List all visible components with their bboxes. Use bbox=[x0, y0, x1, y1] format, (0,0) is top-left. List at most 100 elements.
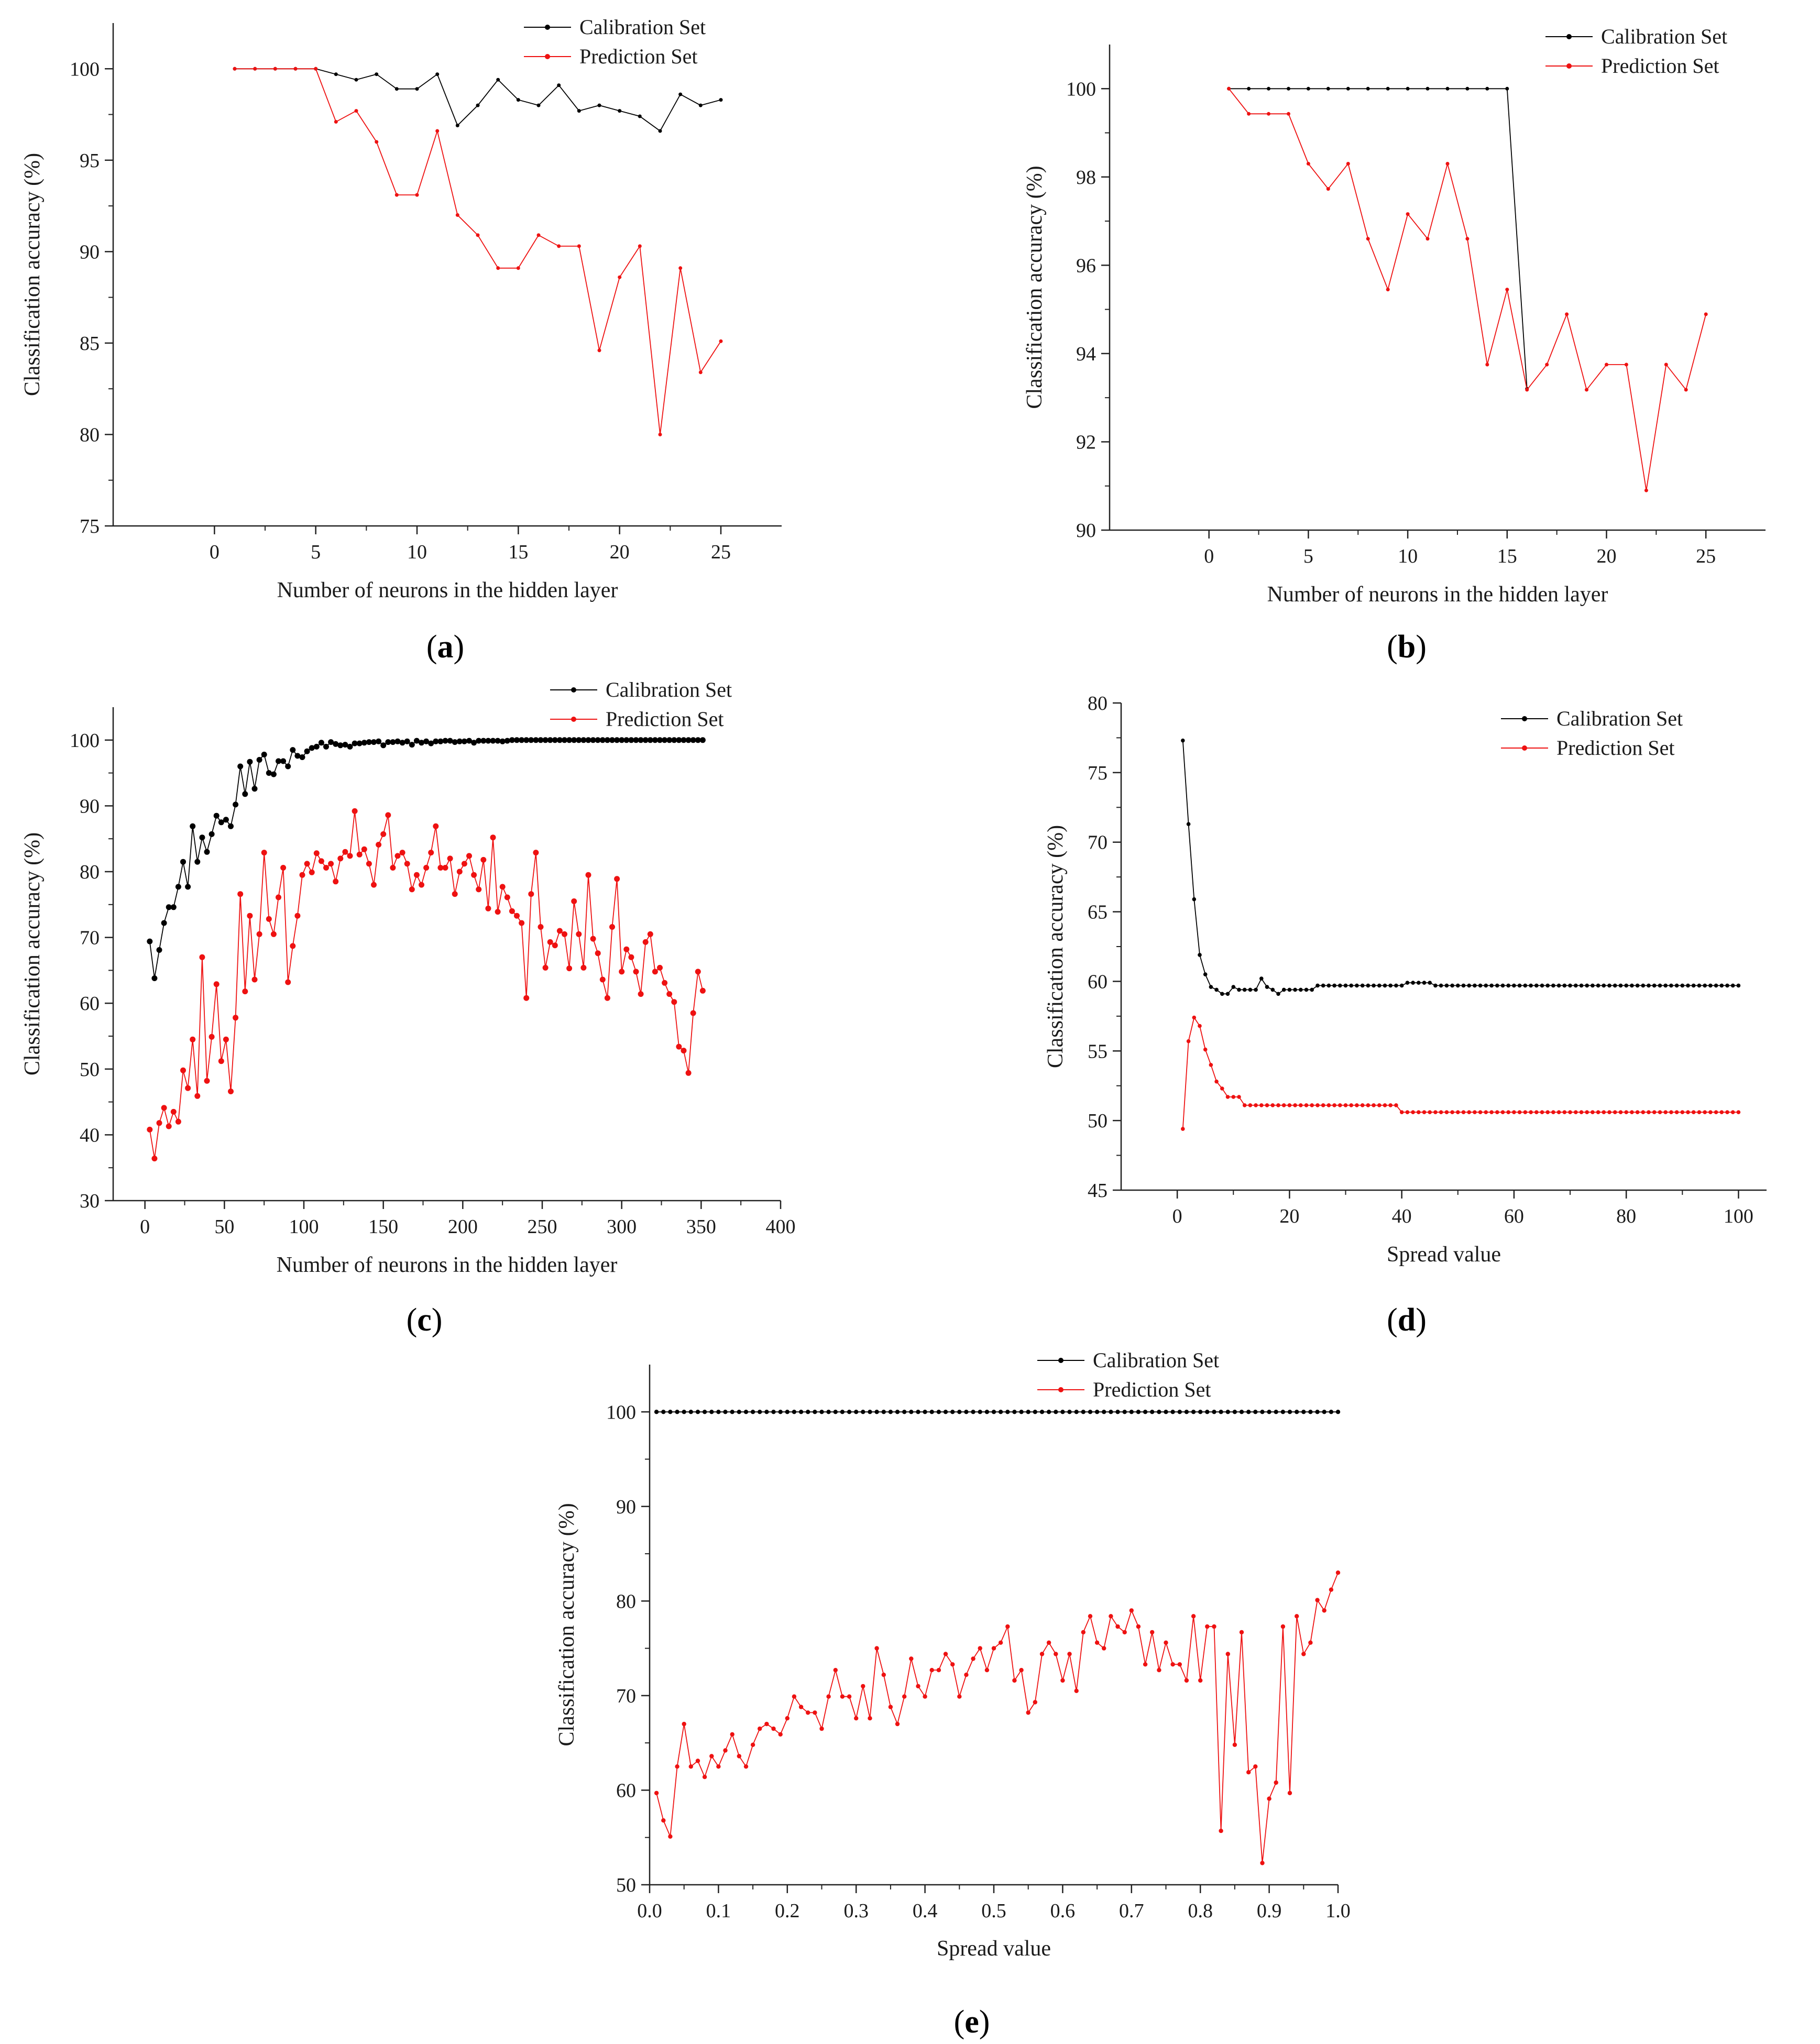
data-point bbox=[895, 1721, 900, 1727]
data-point bbox=[719, 339, 723, 343]
data-point bbox=[352, 740, 358, 746]
data-point bbox=[1360, 983, 1365, 988]
panel-label-paren-open: ( bbox=[407, 1302, 418, 1338]
x-tick-label: 0 bbox=[1172, 1205, 1182, 1227]
y-tick-label: 95 bbox=[80, 150, 100, 172]
data-point bbox=[647, 737, 653, 743]
data-point bbox=[657, 964, 663, 971]
data-point bbox=[614, 876, 620, 882]
data-point bbox=[1635, 1110, 1640, 1114]
data-point bbox=[337, 855, 344, 862]
data-point bbox=[576, 931, 582, 937]
x-tick-label: 0.5 bbox=[981, 1900, 1006, 1922]
data-point bbox=[599, 976, 606, 983]
data-point bbox=[1170, 1410, 1175, 1414]
legend: Calibration Set Prediction Set bbox=[1037, 1348, 1219, 1401]
data-point bbox=[1686, 983, 1690, 988]
data-point bbox=[654, 1790, 659, 1796]
data-point bbox=[423, 738, 430, 744]
data-point bbox=[1329, 1410, 1334, 1414]
data-point bbox=[352, 808, 358, 814]
series-calibration-set bbox=[1181, 738, 1741, 996]
data-point bbox=[1143, 1662, 1148, 1667]
data-point bbox=[1326, 187, 1330, 191]
data-point bbox=[633, 737, 639, 743]
data-point bbox=[415, 193, 419, 197]
data-point bbox=[566, 965, 573, 972]
data-point bbox=[909, 1656, 914, 1661]
data-point bbox=[504, 894, 510, 900]
panel-label-letter: a bbox=[437, 629, 454, 665]
data-point bbox=[156, 947, 162, 953]
data-point bbox=[1736, 1110, 1741, 1114]
data-point bbox=[1505, 288, 1509, 292]
series-prediction-set bbox=[1227, 86, 1708, 492]
data-point bbox=[1181, 1127, 1185, 1131]
data-point bbox=[1691, 1110, 1696, 1114]
data-point bbox=[854, 1716, 859, 1721]
data-point bbox=[750, 1742, 755, 1747]
data-point bbox=[1326, 1103, 1331, 1107]
data-point bbox=[1094, 1410, 1100, 1414]
data-point bbox=[276, 758, 281, 764]
data-point bbox=[1287, 1103, 1292, 1107]
data-point bbox=[356, 740, 363, 746]
data-point bbox=[1253, 1410, 1258, 1414]
data-point bbox=[675, 1410, 679, 1414]
series-line bbox=[1182, 740, 1739, 995]
data-point bbox=[447, 855, 453, 862]
data-point bbox=[1428, 1110, 1432, 1114]
data-point bbox=[628, 954, 634, 960]
data-point bbox=[1708, 983, 1713, 988]
data-point bbox=[309, 869, 315, 875]
series-prediction-set bbox=[233, 67, 723, 436]
x-tick-label: 0 bbox=[1204, 545, 1214, 567]
data-point bbox=[1205, 1410, 1210, 1414]
data-point bbox=[723, 1748, 728, 1753]
data-point bbox=[1708, 1110, 1713, 1114]
data-point bbox=[1338, 983, 1342, 988]
data-point bbox=[1704, 312, 1708, 316]
data-point bbox=[1102, 1646, 1106, 1651]
data-point bbox=[1170, 1662, 1175, 1667]
data-point bbox=[1247, 86, 1251, 91]
data-point bbox=[1209, 1063, 1213, 1067]
y-tick-label: 65 bbox=[1088, 902, 1108, 924]
data-point bbox=[1227, 86, 1231, 91]
data-point bbox=[499, 738, 506, 744]
data-point bbox=[476, 886, 482, 893]
data-point bbox=[984, 1668, 990, 1673]
data-point bbox=[266, 770, 272, 776]
data-point bbox=[1081, 1410, 1086, 1414]
data-point bbox=[628, 737, 634, 743]
data-point bbox=[813, 1410, 817, 1414]
data-point bbox=[929, 1410, 934, 1414]
data-point bbox=[868, 1716, 872, 1721]
data-point bbox=[695, 737, 701, 743]
data-point bbox=[1254, 987, 1258, 992]
data-point bbox=[376, 738, 382, 744]
data-point bbox=[285, 979, 291, 985]
data-point bbox=[1315, 1103, 1320, 1107]
data-point bbox=[668, 1834, 673, 1839]
data-point bbox=[819, 1726, 824, 1731]
data-point bbox=[1684, 388, 1688, 392]
data-point bbox=[1366, 86, 1370, 91]
data-point bbox=[437, 738, 444, 744]
data-point bbox=[309, 745, 315, 751]
data-point bbox=[1730, 983, 1735, 988]
data-point bbox=[147, 938, 153, 944]
y-axis-label: Classification accuracy (%) bbox=[1023, 166, 1047, 409]
x-tick-label: 25 bbox=[711, 541, 731, 563]
data-point bbox=[496, 266, 500, 270]
data-point bbox=[294, 913, 301, 919]
data-point bbox=[1485, 362, 1489, 367]
data-point bbox=[161, 920, 167, 926]
data-point bbox=[170, 1108, 177, 1115]
data-point bbox=[671, 999, 677, 1005]
data-point bbox=[758, 1726, 762, 1731]
data-point bbox=[1136, 1410, 1141, 1414]
data-point bbox=[1525, 388, 1529, 392]
data-point bbox=[1602, 1110, 1606, 1114]
legend-entry: Calibration Set bbox=[1093, 1348, 1219, 1372]
